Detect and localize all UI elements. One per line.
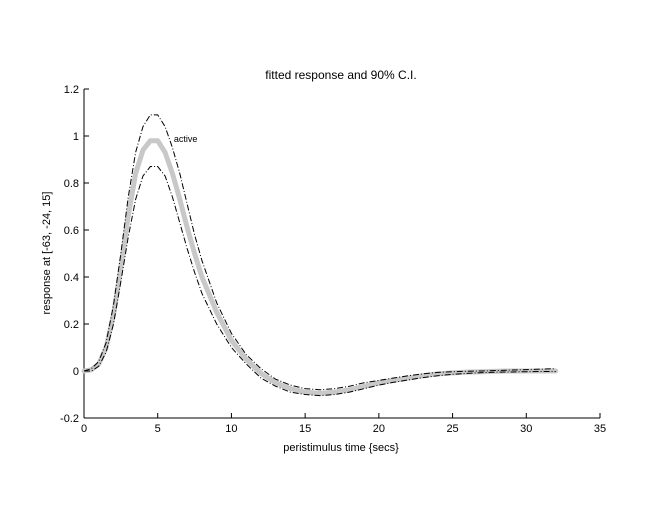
x-tick-label: 15 [299,423,311,435]
y-tick-label: 0.6 [64,225,79,237]
y-tick-label: 0 [73,366,79,378]
y-tick-label: 0.2 [64,319,79,331]
x-tick-label: 10 [225,423,237,435]
x-tick-label: 35 [594,423,606,435]
x-tick-label: 30 [520,423,532,435]
x-tick-label: 20 [373,423,385,435]
x-tick-label: 0 [81,423,87,435]
y-tick-label: 1.2 [64,84,79,96]
y-tick-label: 0.8 [64,178,79,190]
chart-title: fitted response and 90% C.I. [265,68,416,82]
y-axis-label: response at [-63, -24, 15] [41,192,53,315]
y-tick-label: 0.4 [64,272,79,284]
annotation-label: active [174,134,198,144]
plot-area: 0 5 10 15 20 25 30 35-0.200.20.40.60.811.2activ… [60,84,606,435]
ci-upper-line [83,114,556,391]
ci-lower-line [84,166,556,397]
fitted-response-line [81,138,559,396]
y-tick-label: -0.2 [60,413,79,425]
x-tick-label: 25 [446,423,458,435]
y-tick-label: 1 [73,131,79,143]
x-tick-label: 5 [155,423,161,435]
x-axis-label: peristimulus time {secs} [283,442,399,454]
